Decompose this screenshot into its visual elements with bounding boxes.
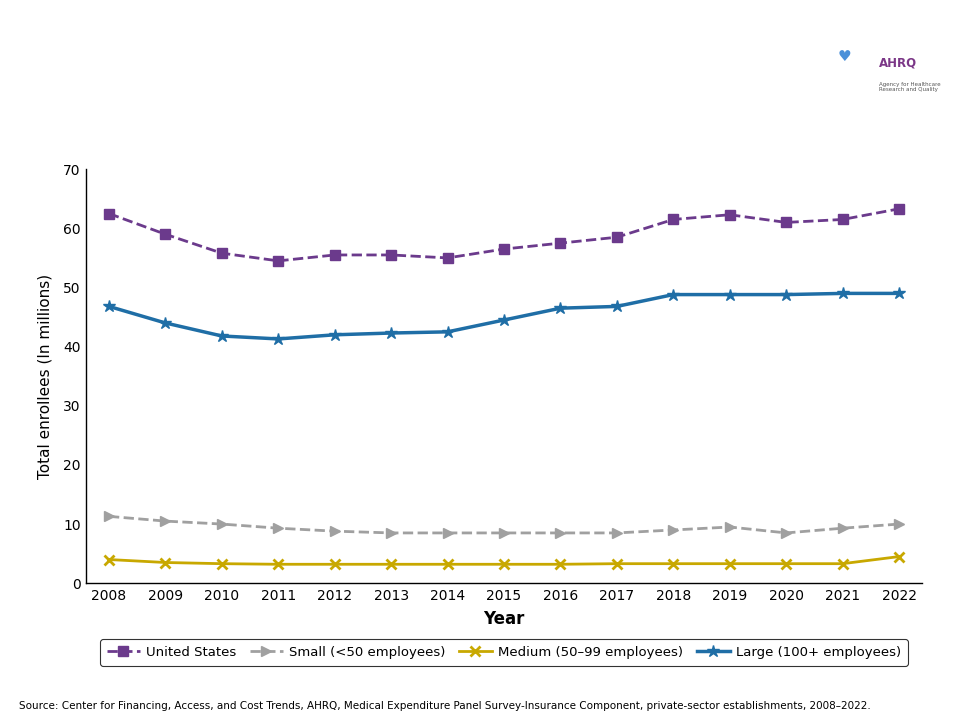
X-axis label: Year: Year (483, 610, 525, 628)
Text: Source: Center for Financing, Access, and Cost Trends, AHRQ, Medical Expenditure: Source: Center for Financing, Access, an… (19, 701, 871, 711)
Legend: United States, Small (<50 employees), Medium (50–99 employees), Large (100+ empl: United States, Small (<50 employees), Me… (100, 639, 908, 665)
Text: Figure 2. Total number (in millions) of private-sector enrollees
in employer-spo: Figure 2. Total number (in millions) of … (82, 36, 744, 99)
Text: Agency for Healthcare
Research and Quality: Agency for Healthcare Research and Quali… (879, 81, 941, 92)
Y-axis label: Total enrollees (In millions): Total enrollees (In millions) (37, 274, 52, 479)
Text: AHRQ: AHRQ (879, 57, 918, 70)
Ellipse shape (795, 9, 943, 132)
Text: ♥: ♥ (838, 49, 852, 63)
